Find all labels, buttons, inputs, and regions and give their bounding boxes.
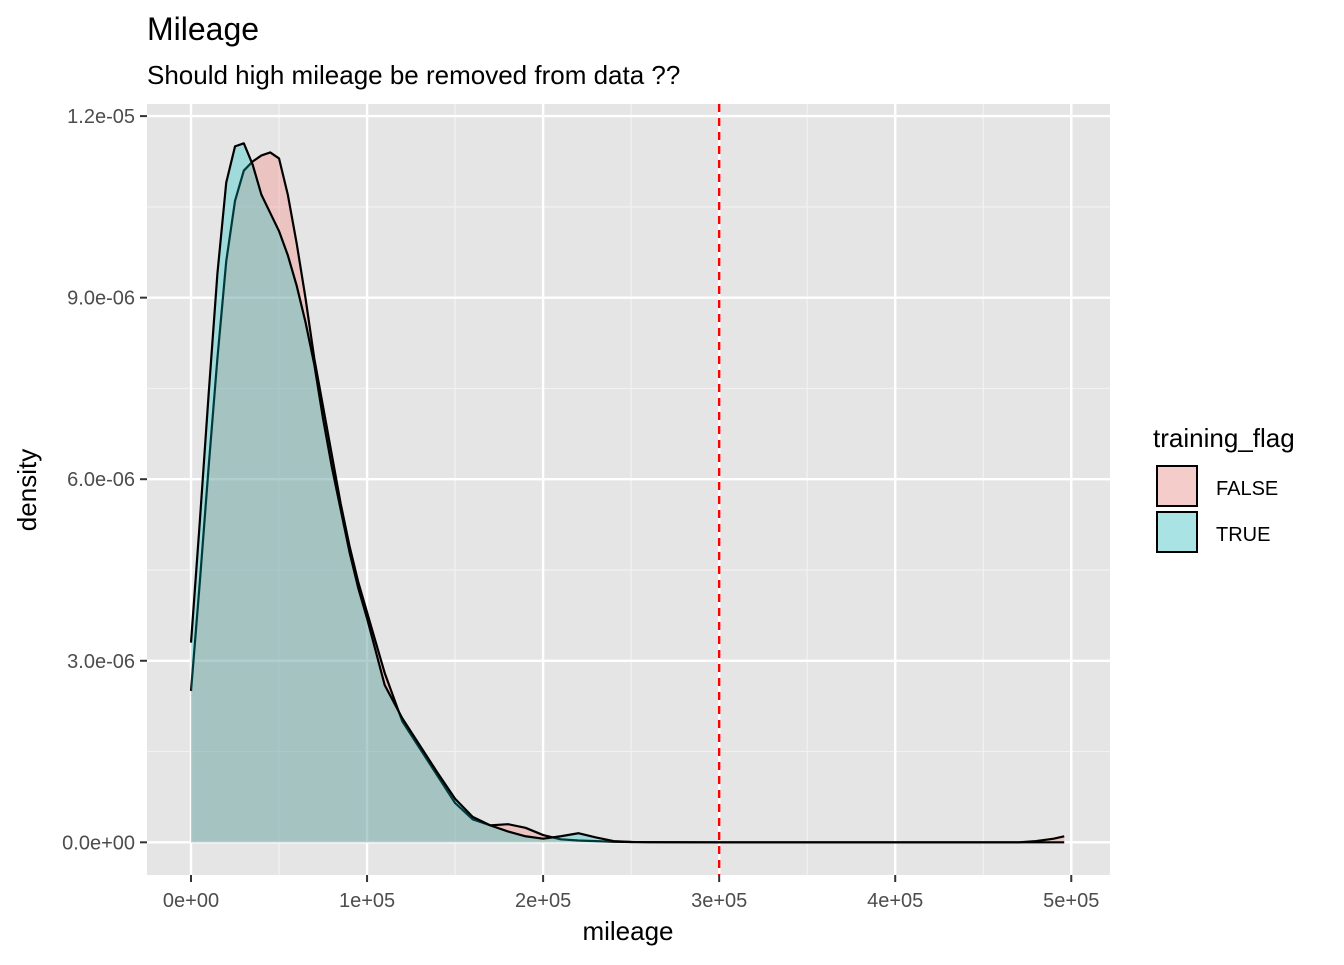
y-tick-label: 0.0e+00 <box>62 832 135 854</box>
grid-major <box>147 104 1110 875</box>
legend-key-background <box>1156 511 1198 553</box>
y-axis-label: density <box>12 449 42 531</box>
legend: training_flag FALSE TRUE <box>1153 423 1295 553</box>
y-tick-label: 1.2e-05 <box>67 106 135 128</box>
legend-title: training_flag <box>1153 423 1295 453</box>
y-tick-label: 3.0e-06 <box>67 651 135 673</box>
density-area-true <box>191 143 1065 843</box>
chart-title: Mileage <box>147 11 259 47</box>
y-tick-label: 6.0e-06 <box>67 469 135 491</box>
grid-minor <box>147 104 1110 875</box>
y-tick-label: 9.0e-06 <box>67 288 135 310</box>
density-line-true <box>189 142 1065 844</box>
x-axis-label: mileage <box>582 916 673 946</box>
legend-label-false: FALSE <box>1216 478 1278 500</box>
x-tick-label: 1e+05 <box>339 890 395 912</box>
density-areas <box>189 142 1065 844</box>
x-tick-label: 4e+05 <box>867 890 923 912</box>
x-tick-label: 2e+05 <box>515 890 571 912</box>
y-axis: 0.0e+00 3.0e-06 6.0e-06 9.0e-06 1.2e-05 <box>62 106 147 854</box>
x-tick-label: 0e+00 <box>163 890 219 912</box>
legend-label-true: TRUE <box>1216 524 1270 546</box>
x-tick-label: 5e+05 <box>1043 890 1099 912</box>
plot-panel <box>147 104 1110 875</box>
legend-swatch-false <box>1156 465 1198 507</box>
density-area-false <box>191 152 1065 843</box>
legend-swatch-true <box>1156 511 1198 553</box>
x-axis: 0e+00 1e+05 2e+05 3e+05 4e+05 5e+05 <box>163 875 1099 912</box>
x-tick-label: 3e+05 <box>691 890 747 912</box>
chart-subtitle: Should high mileage be removed from data… <box>147 60 680 90</box>
legend-items: FALSE TRUE <box>1156 465 1278 553</box>
legend-key-background <box>1156 465 1198 507</box>
